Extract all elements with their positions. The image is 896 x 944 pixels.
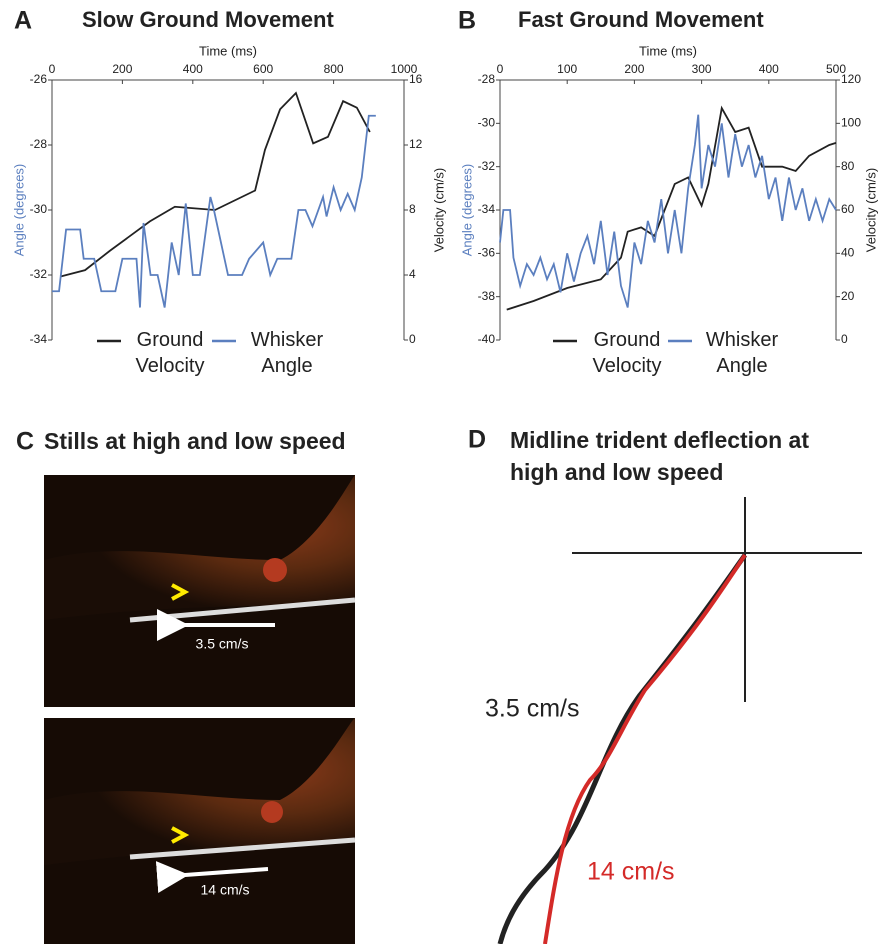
- x-tick-label: 200: [624, 62, 644, 76]
- y2-axis-label: Velocity (cm/s): [431, 168, 446, 253]
- still-fast: 14 cm/s: [44, 718, 356, 944]
- series-line: [506, 105, 837, 311]
- y2-tick-label: 12: [409, 137, 423, 151]
- y2-axis-label: Velocity (cm/s): [863, 168, 878, 253]
- y2-tick-label: 0: [409, 332, 416, 346]
- y-tick-label: -26: [30, 72, 48, 86]
- y-tick-label: -34: [30, 332, 48, 346]
- y2-tick-label: 120: [841, 72, 861, 86]
- series-line: [499, 114, 837, 308]
- x-axis-label: Time (ms): [639, 43, 697, 58]
- panel-title: Stills at high and low speed: [44, 428, 346, 454]
- x-tick-label: 1000: [391, 62, 418, 76]
- y-tick-label: -28: [30, 137, 48, 151]
- x-tick-label: 0: [49, 62, 56, 76]
- x-tick-label: 800: [324, 62, 344, 76]
- panel-letter: B: [458, 7, 476, 35]
- y2-tick-label: 16: [409, 72, 423, 86]
- chart-title: Slow Ground Movement: [82, 7, 334, 32]
- panel-letter: D: [468, 426, 486, 454]
- legend-text: Ground Velocity: [135, 329, 205, 377]
- y-axis-label: Angle (degrees): [11, 164, 26, 257]
- y-tick-label: -38: [478, 289, 496, 303]
- panel-title: Midline trident deflection at high and l…: [510, 427, 810, 485]
- x-tick-label: 500: [826, 62, 846, 76]
- y2-tick-label: 8: [409, 202, 416, 216]
- y2-tick-label: 0: [841, 332, 848, 346]
- series-line: [59, 91, 371, 278]
- y-tick-label: -30: [30, 202, 48, 216]
- y2-tick-label: 4: [409, 267, 416, 281]
- panel-letter: C: [16, 428, 34, 456]
- series-line: [52, 114, 376, 308]
- y2-tick-label: 80: [841, 159, 855, 173]
- y2-tick-label: 60: [841, 202, 855, 216]
- panel-letter: A: [14, 7, 32, 35]
- y-tick-label: -32: [478, 159, 496, 173]
- y-tick-label: -30: [478, 116, 496, 130]
- x-tick-label: 600: [253, 62, 273, 76]
- speed-label: 3.5 cm/s: [196, 636, 249, 652]
- x-tick-label: 400: [183, 62, 203, 76]
- x-tick-label: 300: [692, 62, 712, 76]
- trident-slow: [497, 553, 748, 944]
- y-axis-label: Angle (degrees): [459, 164, 474, 257]
- y-tick-label: -36: [478, 246, 496, 260]
- still-slow: 3.5 cm/s: [44, 475, 356, 707]
- x-tick-label: 200: [112, 62, 132, 76]
- y-tick-label: -40: [478, 332, 496, 346]
- chart-title: Fast Ground Movement: [518, 7, 764, 32]
- curve-label: 3.5 cm/s: [485, 695, 579, 723]
- x-tick-label: 0: [497, 62, 504, 76]
- trident-fast: [543, 553, 747, 944]
- y2-tick-label: 20: [841, 289, 855, 303]
- legend-text: Ground Velocity: [592, 329, 662, 377]
- y2-tick-label: 40: [841, 246, 855, 260]
- y2-tick-label: 100: [841, 116, 861, 130]
- x-axis-label: Time (ms): [199, 43, 257, 58]
- legend-text: Whisker Angle: [705, 329, 779, 377]
- x-tick-label: 100: [557, 62, 577, 76]
- y-tick-label: -28: [478, 72, 496, 86]
- speed-label: 14 cm/s: [200, 882, 249, 898]
- legend-text: Whisker Angle: [250, 329, 324, 377]
- curve-label: 14 cm/s: [587, 858, 675, 886]
- x-tick-label: 400: [759, 62, 779, 76]
- y-tick-label: -32: [30, 267, 48, 281]
- y-tick-label: -34: [478, 202, 496, 216]
